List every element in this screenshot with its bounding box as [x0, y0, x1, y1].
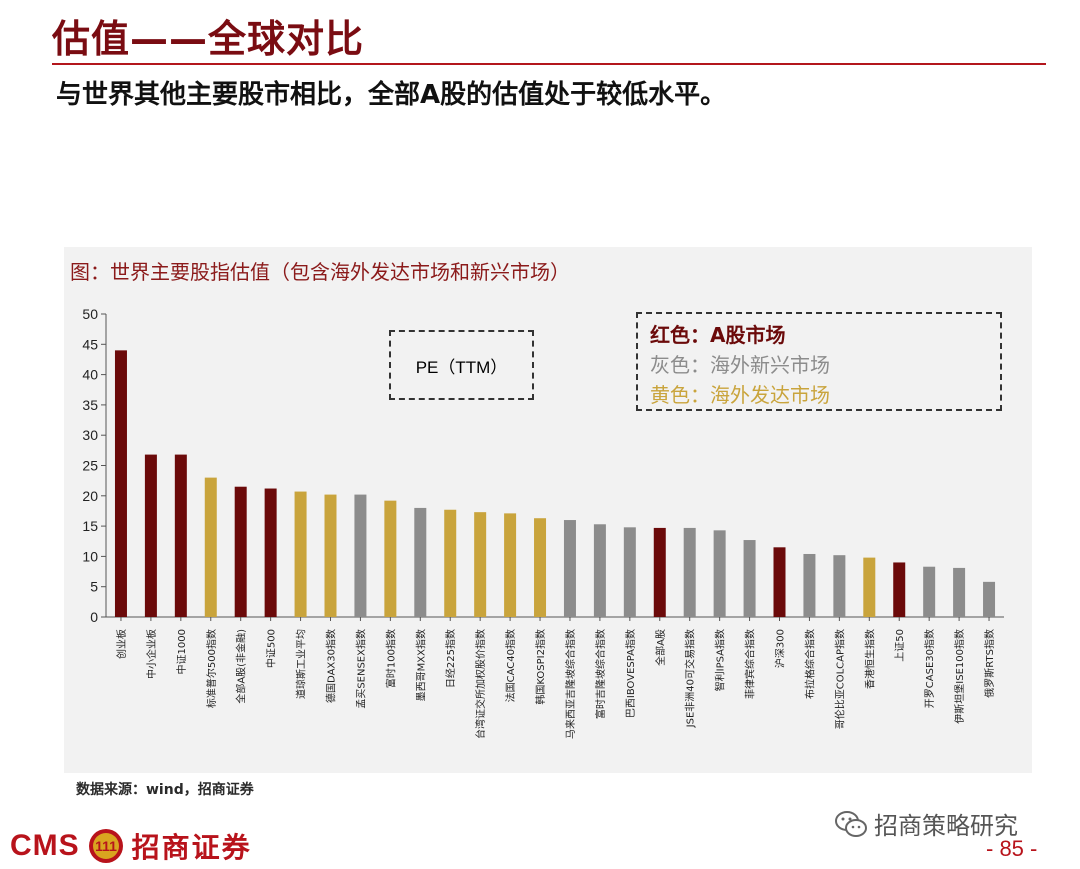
y-tick-label: 15: [82, 518, 98, 534]
bar: [683, 527, 696, 617]
x-tick-label: 布拉格综合指数: [803, 629, 816, 699]
y-tick-label: 40: [82, 367, 98, 383]
bar: [713, 530, 726, 617]
data-source: 数据来源：wind，招商证券: [76, 782, 254, 798]
x-tick-label: 菲律宾综合指数: [744, 629, 757, 699]
pe-annotation-box: PE（TTM）: [389, 330, 534, 400]
x-tick-label: 上证50: [894, 629, 906, 662]
bar: [983, 581, 996, 617]
bar: [953, 567, 966, 617]
x-tick-label: 中证1000: [175, 629, 188, 674]
bar: [444, 509, 457, 617]
wechat-name: 招商策略研究: [874, 812, 1018, 840]
x-tick-label: 巴西IBOVESPA指数: [624, 629, 637, 718]
bar: [803, 553, 816, 617]
y-tick-label: 50: [82, 306, 98, 322]
y-tick-label: 20: [82, 488, 98, 504]
bar: [923, 566, 936, 617]
bar: [234, 486, 247, 617]
x-tick-label: 伊斯坦堡ISE100指数: [953, 629, 966, 724]
bar: [144, 454, 157, 617]
cms-logo: CMS 111 招商证券: [10, 826, 252, 866]
x-tick-label: 中证500: [265, 629, 278, 668]
bar: [833, 555, 846, 617]
legend-developed: 黄色：海外发达市场: [650, 383, 830, 407]
bar: [773, 547, 786, 617]
y-tick-label: 35: [82, 397, 98, 413]
bar: [114, 350, 127, 617]
x-tick-label: 日经225指数: [444, 629, 457, 688]
bar: [354, 494, 367, 617]
bar: [743, 540, 756, 617]
wechat-account: 招商策略研究: [834, 806, 1018, 841]
x-tick-label: 创业板: [115, 629, 128, 659]
pe-annotation-label: PE（TTM）: [415, 357, 508, 377]
y-tick-label: 30: [82, 427, 98, 443]
bar: [653, 527, 666, 617]
wechat-icon: [835, 810, 867, 837]
x-tick-label: 全部A股: [654, 629, 667, 666]
x-tick-label: 德国DAX30指数: [325, 629, 338, 703]
bar: [593, 524, 606, 617]
y-tick-label: 0: [90, 609, 98, 625]
y-tick-label: 25: [82, 458, 98, 474]
bar: [474, 512, 487, 617]
x-tick-label: 法国CAC40指数: [504, 629, 517, 702]
bar: [893, 562, 906, 617]
bar: [563, 520, 576, 617]
chart-title: 图：世界主要股指估值（包含海外发达市场和新兴市场）: [70, 260, 570, 284]
x-tick-label: 富时吉隆坡综合指数: [594, 629, 607, 719]
bar: [534, 518, 547, 617]
x-tick-label: 开罗CASE30指数: [923, 629, 936, 708]
x-tick-label: 马来西亚吉隆坡综合指数: [564, 629, 577, 739]
page-subtitle: 与世界其他主要股市相比，全部A股的估值处于较低水平。: [56, 80, 727, 110]
x-tick-label: 孟买SENSEX指数: [354, 629, 367, 709]
bar: [294, 491, 307, 617]
y-tick-label: 5: [90, 579, 98, 595]
x-tick-label: 韩国KOSPI2指数: [534, 629, 547, 705]
page-number: - 85 -: [986, 836, 1038, 861]
cms-badge-icon: 111: [88, 829, 123, 863]
company-name: 招商证券: [131, 831, 252, 864]
x-tick-label: 中小企业板: [145, 629, 158, 679]
title-divider: [52, 63, 1046, 65]
x-tick-label: 沪深300: [774, 629, 787, 668]
x-tick-label: 道琼斯工业平均: [295, 629, 308, 699]
x-tick-label: 墨西哥MXX指数: [414, 629, 427, 701]
bar: [414, 507, 427, 617]
bar: [324, 494, 337, 617]
x-tick-label: 富时100指数: [384, 629, 397, 688]
cms-wordmark: CMS: [10, 829, 80, 862]
x-tick-label: 标准普尔500指数: [205, 629, 218, 708]
y-tick-label: 10: [82, 548, 98, 564]
pe-bar-chart: 0 5 10 15 20 25 30 35 40 45 50 创业板 中小企业板 中证1000 标准普尔50…: [82, 306, 1004, 739]
x-tick-label: 哥伦比亚COLCAP指数: [833, 629, 846, 729]
x-tick-label: 台湾证交所加权股价指数: [474, 629, 487, 739]
bar: [264, 488, 277, 617]
page-title: 估值——全球对比: [52, 17, 365, 61]
x-tick-label: JSE非洲40可交易指数: [684, 629, 697, 728]
y-tick-label: 45: [82, 336, 98, 352]
bar: [504, 513, 517, 617]
bar: [863, 557, 876, 617]
x-tick-label: 全部A股(非金融): [235, 629, 248, 704]
x-tick-label: 香港恒生指数: [863, 629, 876, 689]
bar: [204, 477, 217, 617]
chart-panel: [64, 247, 1032, 773]
legend-a-share: 红色：A股市场: [650, 323, 786, 347]
chart-legend: 红色：A股市场 灰色：海外新兴市场 黄色：海外发达市场: [636, 312, 1002, 411]
bar: [174, 454, 187, 617]
cms-badge-text: 111: [95, 838, 117, 854]
legend-emerging: 灰色：海外新兴市场: [650, 353, 830, 377]
bar: [623, 527, 636, 617]
x-tick-label: 智利IPSA指数: [714, 629, 727, 691]
x-tick-label: 俄罗斯RTS指数: [983, 629, 996, 698]
bar: [384, 500, 397, 617]
